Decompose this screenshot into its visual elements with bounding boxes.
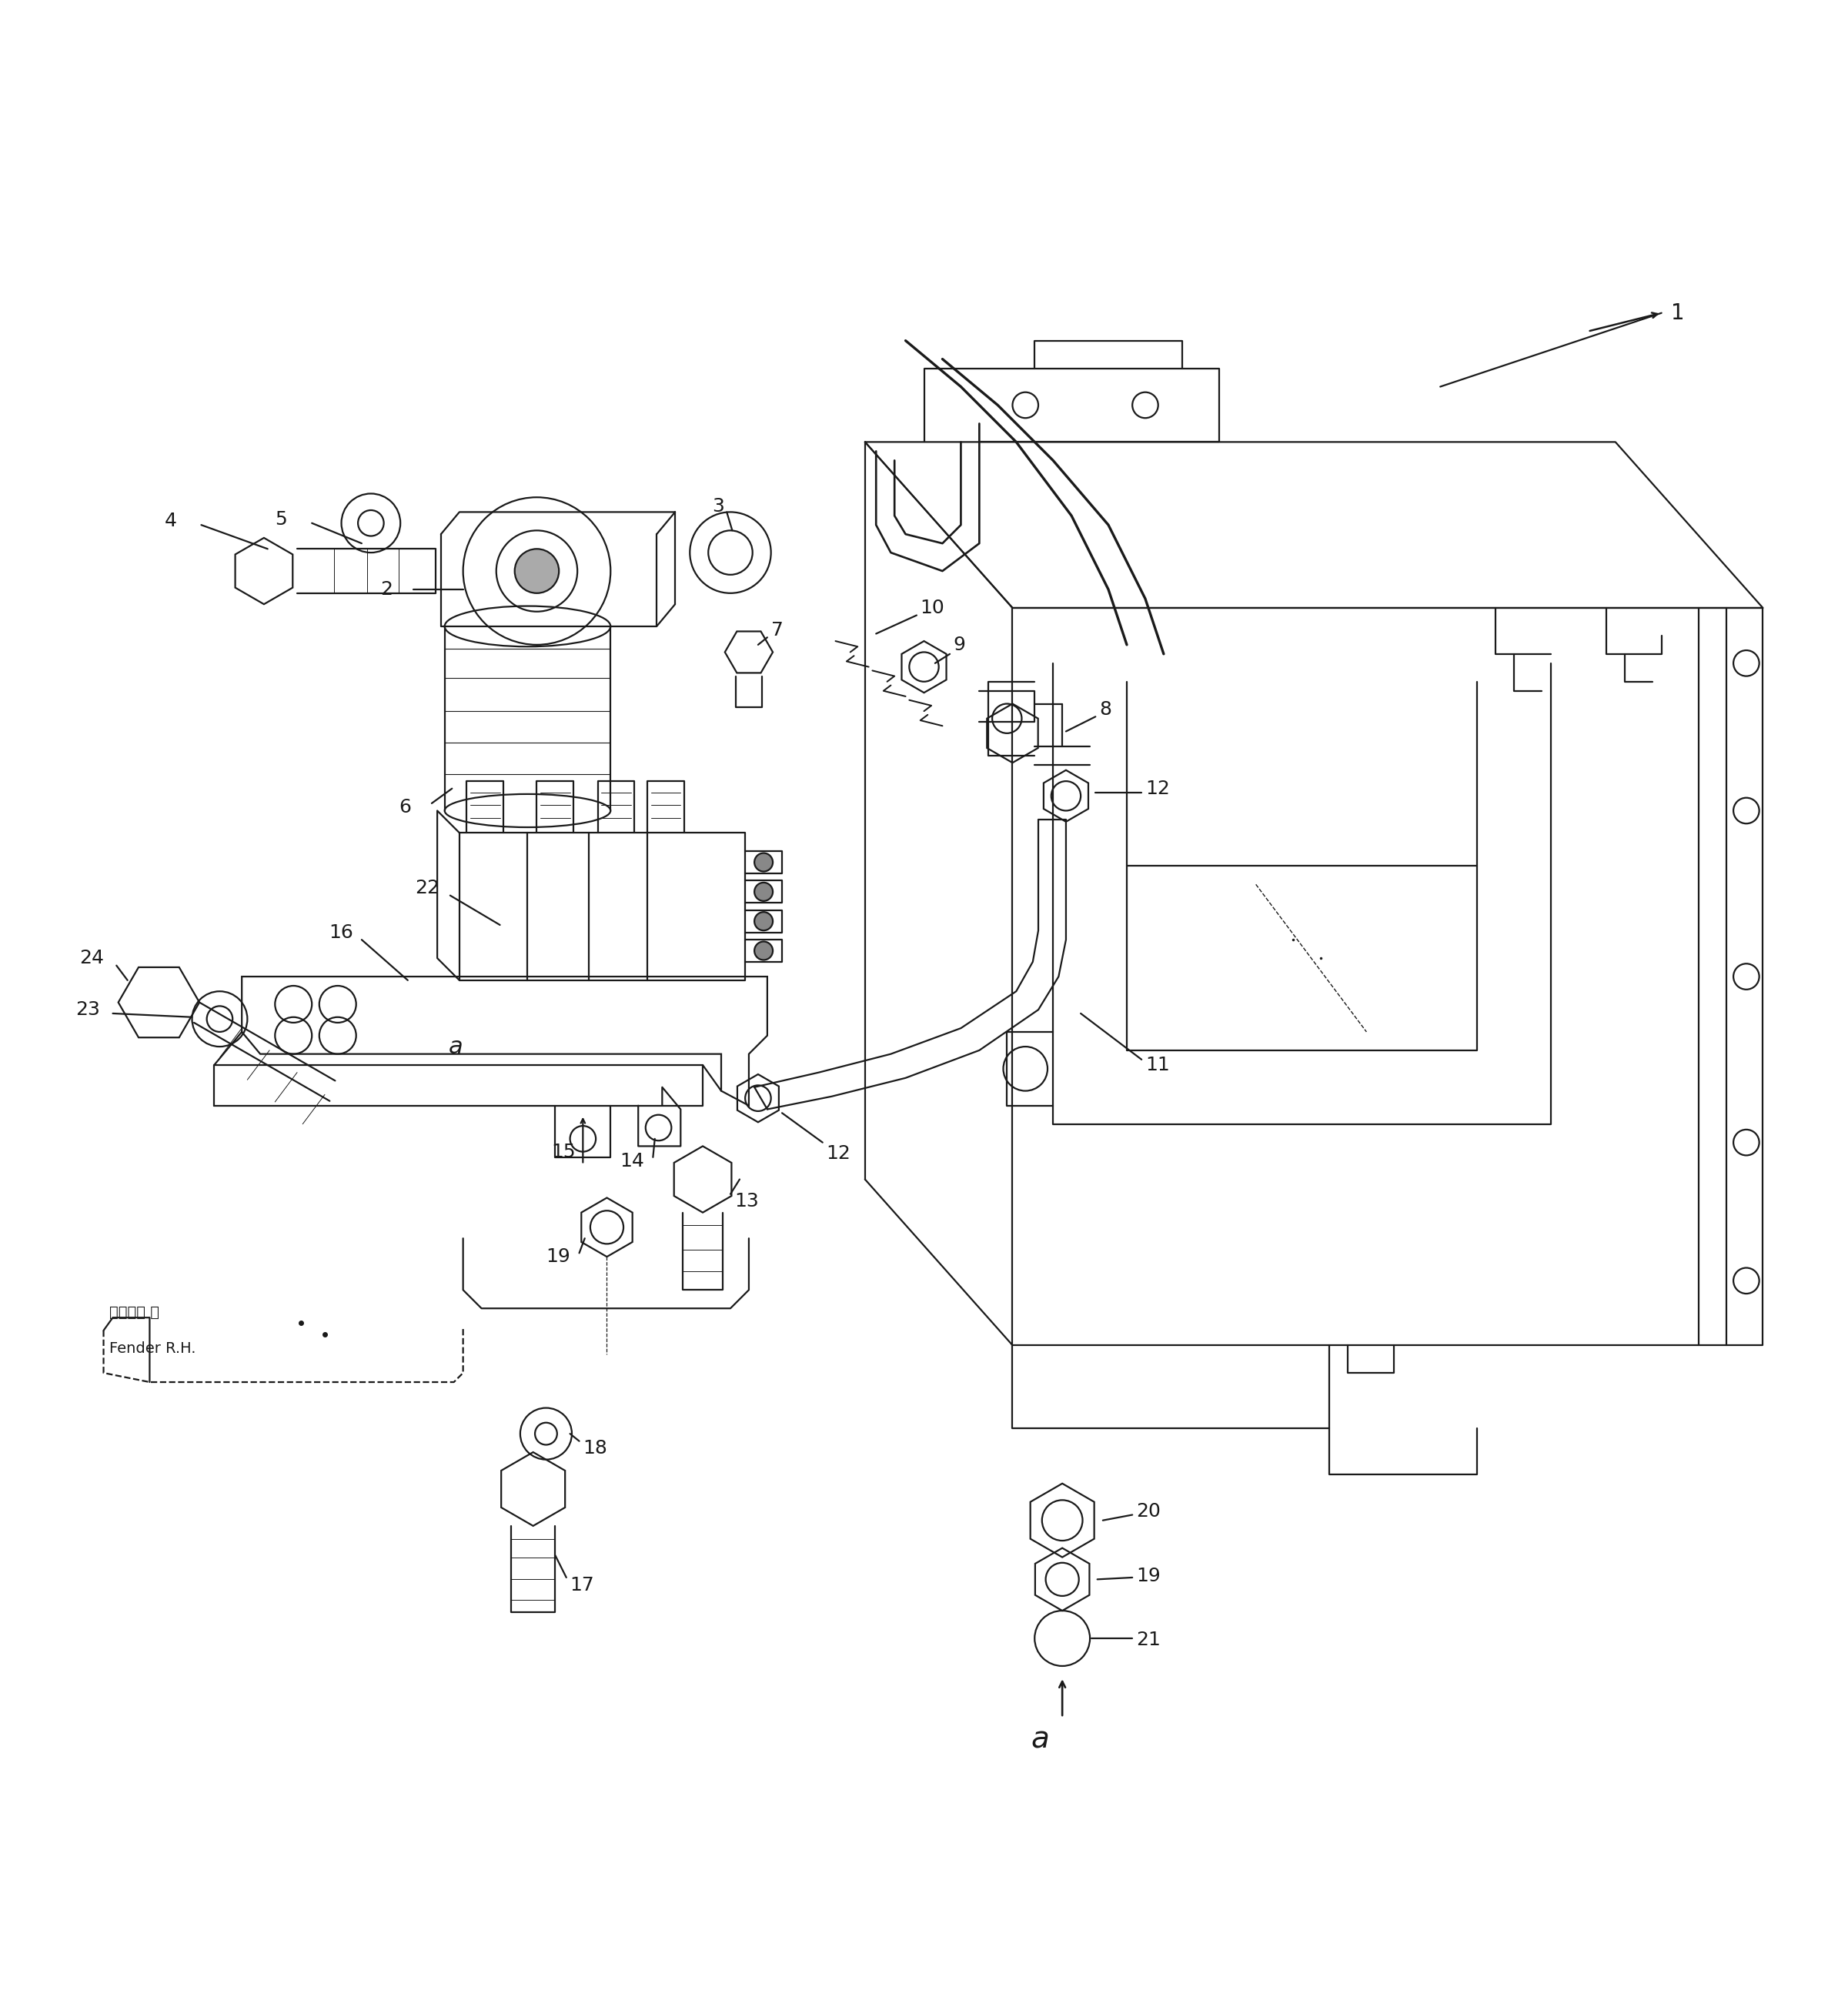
Circle shape	[754, 882, 772, 901]
Text: 15: 15	[551, 1142, 577, 1160]
Text: 7: 7	[771, 621, 784, 639]
Circle shape	[754, 854, 772, 872]
Text: 11: 11	[1146, 1057, 1170, 1075]
Text: a: a	[449, 1035, 462, 1059]
Text: 23: 23	[76, 1001, 100, 1019]
Text: 24: 24	[79, 949, 103, 967]
Text: 2: 2	[381, 581, 392, 599]
Text: 19: 19	[1137, 1566, 1161, 1584]
Text: 18: 18	[582, 1439, 608, 1459]
Text: 13: 13	[734, 1192, 758, 1210]
Text: 3: 3	[711, 498, 724, 515]
Text: 14: 14	[619, 1152, 645, 1170]
Text: 12: 12	[1146, 780, 1170, 798]
Text: 17: 17	[569, 1576, 595, 1594]
Text: 16: 16	[329, 923, 353, 941]
Text: 5: 5	[275, 509, 286, 529]
Text: 9: 9	[954, 635, 967, 655]
Text: 21: 21	[1137, 1632, 1161, 1650]
Text: 10: 10	[920, 599, 944, 617]
Text: 22: 22	[416, 880, 440, 897]
Text: a: a	[1031, 1725, 1050, 1755]
Text: 20: 20	[1137, 1502, 1161, 1520]
Circle shape	[754, 911, 772, 931]
Text: 19: 19	[545, 1248, 571, 1266]
Text: 12: 12	[826, 1144, 850, 1162]
Text: Fender R.H.: Fender R.H.	[109, 1341, 196, 1357]
Circle shape	[754, 941, 772, 959]
Text: 1: 1	[1671, 302, 1684, 324]
Text: 6: 6	[399, 798, 410, 816]
Text: 8: 8	[1100, 700, 1111, 718]
Text: 4: 4	[164, 511, 177, 531]
Circle shape	[516, 549, 558, 593]
Text: フェンダ 右: フェンダ 右	[109, 1305, 159, 1319]
